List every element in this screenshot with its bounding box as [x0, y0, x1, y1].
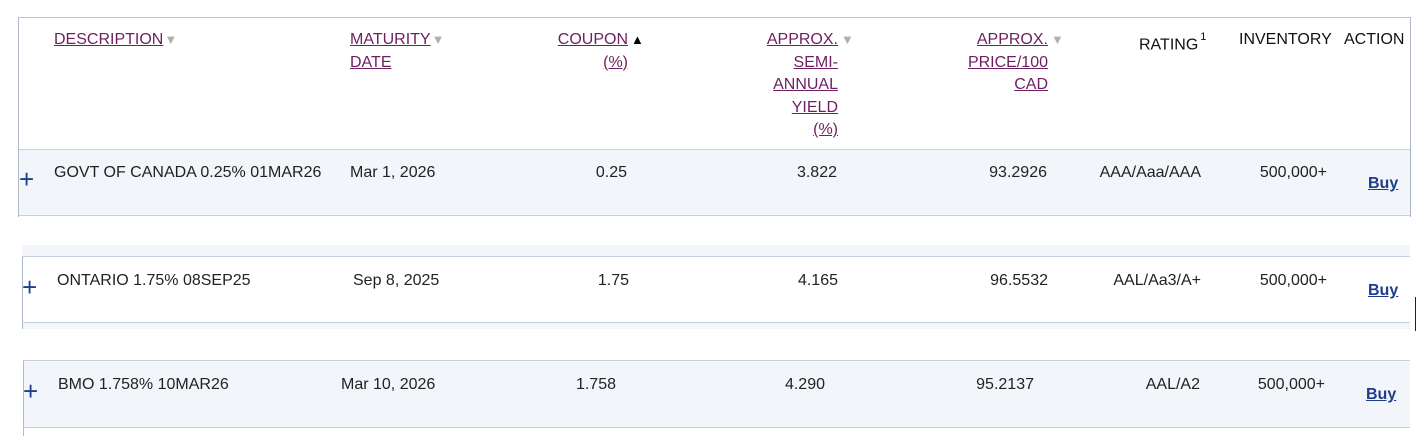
- header-yield-line2: SEMI-: [793, 53, 838, 71]
- row-divider: [19, 215, 1410, 216]
- header-yield-line4: YIELD: [791, 98, 838, 116]
- cell-approx-price: 95.2137: [976, 376, 1034, 393]
- cell-approx-price: 96.5532: [990, 272, 1048, 289]
- cell-rating: AAL/Aa3/A+: [1113, 272, 1201, 289]
- row-divider: [22, 256, 1410, 257]
- table-left-border: [22, 257, 23, 329]
- table-row: [19, 150, 1410, 215]
- cell-approx-yield: 4.165: [797, 272, 838, 289]
- table-left-border: [18, 17, 19, 217]
- column-header-maturity-date[interactable]: MATURITY▼ DATE: [350, 29, 444, 74]
- column-header-action: ACTION: [1344, 31, 1405, 48]
- cell-maturity-date: Sep 8, 2025: [353, 272, 440, 289]
- cell-inventory: 500,000+: [1257, 376, 1325, 393]
- header-maturity-line2: DATE: [350, 53, 392, 71]
- cell-approx-yield: 4.290: [784, 376, 825, 393]
- header-price-line2: PRICE/100: [967, 53, 1048, 71]
- rating-footnote-marker: 1: [1200, 31, 1207, 43]
- table-row-spacer: [22, 245, 1410, 257]
- cell-maturity-date: Mar 1, 2026: [350, 164, 436, 181]
- column-header-coupon[interactable]: COUPON (%): [540, 29, 628, 74]
- header-yield-line5: (%): [813, 121, 838, 138]
- column-header-approx-price[interactable]: APPROX. PRICE/100 CAD: [930, 29, 1048, 97]
- buy-button[interactable]: Buy: [1366, 386, 1397, 403]
- header-coupon-line2: (%): [603, 53, 628, 71]
- sort-up-icon[interactable]: ▲: [631, 32, 644, 47]
- buy-button[interactable]: Buy: [1368, 282, 1399, 299]
- sort-down-icon[interactable]: ▼: [1051, 32, 1064, 47]
- row-divider: [19, 149, 1410, 150]
- header-price-line3: CAD: [1014, 76, 1048, 93]
- column-header-inventory: INVENTORY: [1239, 31, 1332, 48]
- cell-inventory: 500,000+: [1259, 272, 1327, 289]
- table-right-border: [1410, 17, 1411, 217]
- column-header-rating: RATING 1: [1139, 29, 1206, 57]
- header-yield-line3: ANNUAL: [773, 76, 838, 93]
- header-description-label: DESCRIPTION: [54, 31, 164, 48]
- sort-down-icon[interactable]: ▼: [841, 32, 854, 47]
- row-divider: [22, 322, 1410, 323]
- cell-description: BMO 1.758% 10MAR26: [58, 376, 229, 393]
- table-row-spacer: [23, 323, 1410, 329]
- cell-maturity-date: Mar 10, 2026: [341, 376, 436, 393]
- cell-coupon: 1.758: [575, 376, 616, 393]
- header-price-line1: APPROX.: [976, 31, 1048, 48]
- table-row: [23, 257, 1410, 322]
- header-rating-label: RATING: [1139, 36, 1199, 54]
- sort-down-icon: ▼: [164, 32, 178, 47]
- cell-coupon: 1.75: [597, 272, 629, 289]
- cell-rating: AAL/A2: [1145, 376, 1200, 393]
- cell-approx-price: 93.2926: [989, 164, 1047, 181]
- header-maturity-line1: MATURITY: [350, 31, 431, 48]
- cell-approx-yield: 3.822: [796, 164, 837, 181]
- expand-row-icon[interactable]: +: [23, 376, 39, 406]
- row-divider: [23, 360, 1410, 361]
- row-divider: [23, 427, 1410, 428]
- cell-description: ONTARIO 1.75% 08SEP25: [57, 272, 251, 289]
- header-yield-line1: APPROX.: [766, 31, 838, 48]
- cell-inventory: 500,000+: [1259, 164, 1327, 181]
- sort-down-icon: ▼: [431, 32, 445, 47]
- table-row: [24, 361, 1410, 427]
- expand-row-icon[interactable]: +: [22, 272, 38, 302]
- header-coupon-line1: COUPON: [557, 31, 628, 48]
- column-header-approx-yield[interactable]: APPROX. SEMI- ANNUAL YIELD (%): [730, 29, 838, 142]
- table-left-border: [23, 361, 24, 436]
- buy-button[interactable]: Buy: [1368, 175, 1399, 192]
- cell-description: GOVT OF CANADA 0.25% 01MAR26: [54, 164, 322, 181]
- scrollbar-edge: [1415, 297, 1416, 331]
- table-top-border: [19, 17, 1411, 18]
- expand-row-icon[interactable]: +: [19, 164, 35, 194]
- cell-rating: AAA/Aaa/AAA: [1099, 164, 1201, 181]
- cell-coupon: 0.25: [595, 164, 627, 181]
- column-header-description[interactable]: DESCRIPTION▼: [54, 29, 177, 52]
